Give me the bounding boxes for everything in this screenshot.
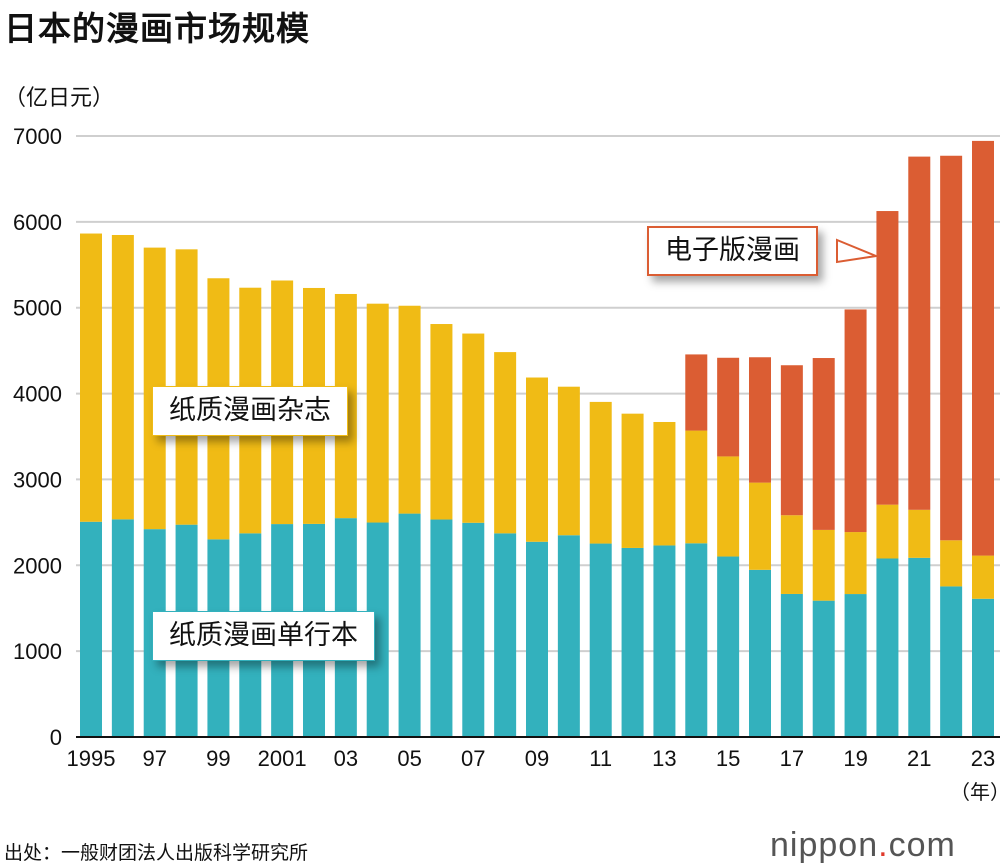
bar-2020-series-1 [876,504,899,559]
bar-2020-series-0 [876,558,899,737]
bar-2023-series-1 [972,555,994,599]
x-tick-label: 11 [589,746,612,771]
x-axis-unit: （年） [950,780,1000,804]
bar-2016-series-1 [749,482,771,570]
bar-2014-series-2 [685,354,708,431]
bar-2022-series-1 [940,540,963,587]
bar-2023-series-0 [972,598,994,737]
bar-1996-series-0 [111,519,134,737]
bar-2011-series-1 [589,401,612,544]
bar-2008-series-1 [494,352,517,534]
bar-2015-series-0 [717,556,740,737]
bar-2021-series-0 [908,557,931,737]
bar-2006-series-1 [430,324,453,520]
bar-2004-series-1 [366,303,389,523]
bar-2005-series-1 [398,305,421,514]
bar-2014-series-0 [685,543,708,737]
x-tick-label: 21 [907,746,931,771]
bar-2009-series-1 [526,377,548,542]
bar-2021-series-1 [908,509,931,558]
bar-2022-series-0 [940,586,963,737]
bar-2010-series-0 [557,535,580,737]
bar-1995-series-1 [80,233,102,522]
bar-2021-series-2 [908,156,931,510]
bar-2023-series-2 [972,140,994,556]
digital-label-pointer [836,238,880,264]
bar-2004-series-0 [366,522,389,737]
x-tick-label: 07 [461,746,485,771]
bar-2006-series-0 [430,519,453,737]
y-tick-label: 4000 [13,382,62,407]
bar-2018-series-1 [812,529,835,601]
x-tick-label: 97 [142,746,166,771]
bar-2017-series-0 [780,593,803,737]
x-tick-label: 23 [971,746,995,771]
bar-2013-series-1 [653,421,676,546]
chart-title: 日本的漫画市场规模 [4,9,310,48]
bar-2019-series-1 [844,532,867,595]
y-tick-label: 2000 [13,553,62,578]
x-tick-label: 99 [206,746,230,771]
x-tick-label: 2001 [258,746,307,771]
bar-2015-series-1 [717,456,740,557]
bar-2007-series-1 [462,333,485,523]
x-tick-label: 17 [780,746,804,771]
bar-2019-series-0 [844,594,867,737]
series-label-magazine: 纸质漫画杂志 [152,386,348,436]
bar-2018-series-2 [812,358,835,530]
y-tick-label: 6000 [13,210,62,235]
bar-2014-series-1 [685,430,708,544]
series-label-digital: 电子版漫画 [647,226,818,276]
bar-2012-series-1 [621,413,644,548]
bar-2010-series-1 [557,386,580,536]
bar-2008-series-0 [494,533,517,737]
bar-2007-series-0 [462,522,485,737]
bar-1995-series-0 [80,521,102,737]
x-tick-label: 1995 [67,746,116,771]
x-tick-label: 15 [716,746,740,771]
x-tick-label: 09 [525,746,549,771]
nippon-logo: nippon.com [770,826,956,864]
bar-2011-series-0 [589,543,612,737]
y-axis-unit: （亿日元） [4,86,115,111]
bar-2012-series-0 [621,547,644,737]
x-tick-label: 05 [397,746,421,771]
y-tick-label: 5000 [13,296,62,321]
x-tick-label: 13 [652,746,676,771]
bar-2016-series-0 [749,569,771,737]
bar-1996-series-1 [111,234,134,520]
bar-2017-series-1 [780,515,803,594]
source-note: 出处：一般财团法人出版科学研究所 [4,842,309,864]
bar-2018-series-0 [812,600,835,737]
bar-2013-series-0 [653,545,676,737]
series-label-tankobon: 纸质漫画单行本 [152,611,375,661]
bar-2005-series-0 [398,513,421,737]
x-tick-label: 19 [843,746,867,771]
bar-2017-series-2 [780,365,803,516]
y-tick-label: 7000 [13,124,62,149]
bar-2019-series-2 [844,309,867,533]
y-tick-label: 1000 [13,639,62,664]
bar-2015-series-2 [717,357,740,457]
bar-2022-series-2 [940,155,963,541]
bar-2020-series-2 [876,211,899,505]
y-tick-label: 0 [50,725,62,750]
y-tick-label: 3000 [13,467,62,492]
x-tick-label: 03 [334,746,358,771]
bar-2009-series-0 [526,541,548,737]
bar-2016-series-2 [749,357,771,483]
